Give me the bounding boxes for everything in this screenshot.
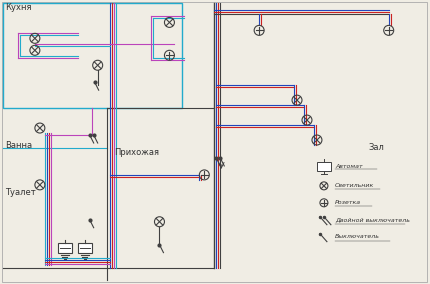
Text: Выключатель: Выключатель [335,234,380,239]
Text: Розетка: Розетка [335,200,361,205]
Bar [78,243,92,253]
Text: Двойной выключатель: Двойной выключатель [335,217,410,222]
Text: Автомат: Автомат [335,164,362,170]
Bar [317,162,331,171]
Text: Зал: Зал [369,143,385,152]
Text: Кухня: Кухня [5,3,31,12]
Text: Прихожая: Прихожая [115,148,160,157]
Bar [58,243,72,253]
Text: Туалет: Туалет [5,188,36,197]
Text: Светильник: Светильник [335,183,374,188]
Bar [3,3,182,108]
Text: Ванна: Ванна [5,141,32,150]
